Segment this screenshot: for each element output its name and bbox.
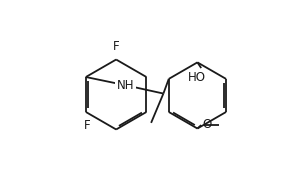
Text: NH: NH	[117, 79, 134, 92]
Text: F: F	[113, 40, 119, 53]
Text: HO: HO	[188, 71, 205, 84]
Text: O: O	[202, 118, 211, 131]
Text: F: F	[84, 119, 90, 132]
